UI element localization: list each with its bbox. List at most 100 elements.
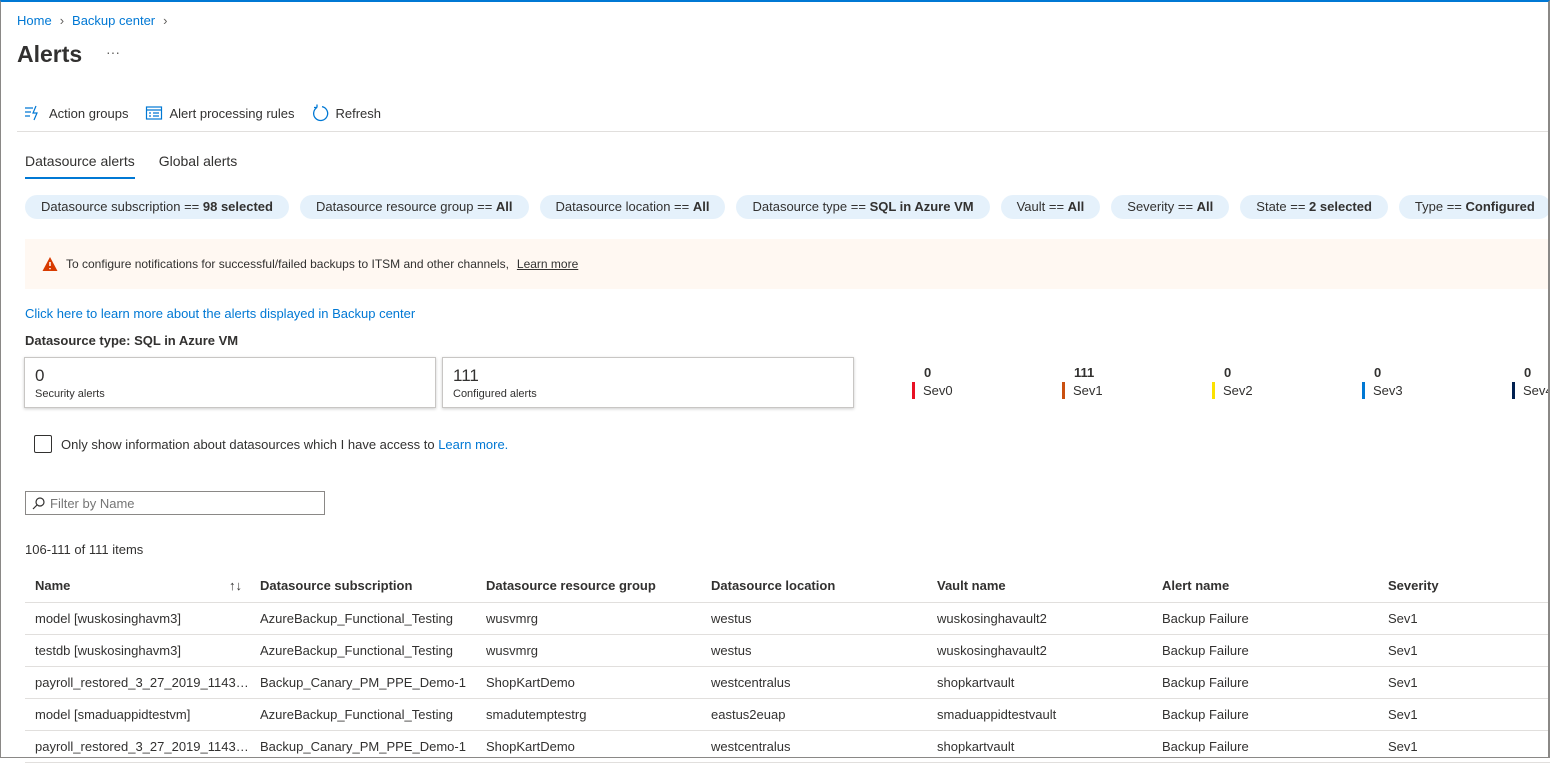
severity-count: 0 (1524, 365, 1532, 380)
breadcrumb-home[interactable]: Home (17, 13, 52, 28)
column-header[interactable]: Datasource location (701, 569, 927, 603)
refresh-icon (312, 104, 328, 122)
table-cell: Backup Failure (1152, 666, 1378, 699)
severity-count: 0 (1374, 365, 1382, 380)
filter-by-name-input[interactable] (50, 495, 310, 511)
filter-value: SQL in Azure VM (869, 199, 974, 214)
filter-severity[interactable]: Severity == All (1111, 195, 1230, 219)
severity-label: Sev4 (1523, 383, 1550, 398)
severity-color-bar (1062, 382, 1065, 399)
severity-label: Sev1 (1073, 383, 1103, 398)
severity-color-bar (1362, 382, 1365, 399)
column-header[interactable]: Datasource resource group (476, 569, 701, 603)
severity-count: 111 (1074, 365, 1095, 380)
access-checkbox-label: Only show information about datasources … (61, 436, 439, 452)
severity-count: 0 (1224, 365, 1232, 380)
table-cell: Sev1 (1378, 666, 1550, 699)
table-cell: Sev1 (1378, 698, 1550, 731)
filter-vault[interactable]: Vault == All (1000, 195, 1101, 219)
table-cell: smaduappidtestvault (927, 698, 1152, 731)
banner-learn-more-link[interactable]: Learn more (516, 257, 579, 271)
table-cell: Backup_Canary_PM_PPE_Demo-1 (250, 730, 476, 763)
alert-processing-rules-button[interactable]: Alert processing rules (145, 104, 295, 122)
filter-datasource-type[interactable]: Datasource type == SQL in Azure VM (736, 195, 990, 219)
alerts-info-link[interactable]: Click here to learn more about the alert… (25, 306, 416, 321)
severity-sev0[interactable]: 0 Sev0 (912, 365, 953, 399)
table-cell: Backup Failure (1152, 698, 1378, 731)
filter-value: All (495, 199, 513, 214)
tab-datasource-alerts[interactable]: Datasource alerts (25, 153, 135, 179)
table-cell: ShopKartDemo (476, 666, 701, 699)
severity-sev4[interactable]: 0 Sev4 (1512, 365, 1550, 399)
column-header[interactable]: Name ↑↓ (25, 569, 250, 603)
alerts-table: Name ↑↓ Datasource subscription Datasource … (25, 569, 1550, 763)
breadcrumb-backup-center[interactable]: Backup center (72, 13, 156, 28)
filter-by-name (25, 491, 325, 515)
table-cell: Backup Failure (1152, 634, 1378, 667)
table-row[interactable]: payroll_restored_3_27_2019_1143 [s... Bac… (25, 730, 1550, 763)
filter-label: Datasource location == (555, 199, 693, 214)
action-groups-label: Action groups (49, 105, 129, 121)
column-header-label: Name (35, 577, 71, 593)
table-row[interactable]: payroll_restored_3_27_2019_1143 [s... Bac… (25, 666, 1550, 699)
access-learn-more-link[interactable]: Learn more. (438, 436, 509, 452)
sort-icon[interactable]: ↑↓ (229, 577, 242, 593)
filter-label: Severity == (1127, 199, 1197, 214)
table-cell: AzureBackup_Functional_Testing (250, 602, 476, 635)
table-cell: ShopKartDemo (476, 730, 701, 763)
action-groups-icon (25, 105, 38, 121)
column-header-label: Datasource subscription (260, 577, 413, 593)
table-cell: westcentralus (701, 730, 927, 763)
table-row[interactable]: model [smaduappidtestvm] AzureBackup_Func… (25, 698, 1550, 731)
filter-value: 2 selected (1309, 199, 1372, 214)
severity-color-bar (1512, 382, 1515, 399)
severity-label: Sev0 (923, 383, 953, 398)
filter-label: Type == (1414, 199, 1466, 214)
more-options-button[interactable]: ··· (106, 44, 120, 60)
filter-label: Datasource subscription == (41, 199, 203, 214)
tab-global-alerts[interactable]: Global alerts (158, 153, 238, 169)
toolbar: Action groups Alert processing rules Ref… (24, 104, 381, 122)
severity-sev1[interactable]: 111 Sev1 (1062, 365, 1103, 399)
column-header-label: Severity (1388, 577, 1439, 593)
table-row[interactable]: testdb [wuskosinghavm3] AzureBackup_Funct… (25, 634, 1550, 667)
filter-value: All (1196, 199, 1214, 214)
column-header-label: Datasource resource group (486, 577, 656, 593)
filter-subscription[interactable]: Datasource subscription == 98 selected (25, 195, 289, 219)
chevron-right-icon: › (163, 13, 168, 28)
table-cell: payroll_restored_3_27_2019_1143 [s... (25, 666, 250, 699)
action-groups-button[interactable]: Action groups (24, 104, 129, 122)
column-header[interactable]: Datasource subscription (250, 569, 476, 603)
column-header[interactable]: Severity (1378, 569, 1550, 603)
access-checkbox[interactable] (34, 435, 52, 453)
table-cell: smadutemptestrg (476, 698, 701, 731)
severity-sev2[interactable]: 0 Sev2 (1212, 365, 1253, 399)
column-header[interactable]: Alert name (1152, 569, 1378, 603)
table-cell: Sev1 (1378, 602, 1550, 635)
filter-resource-group[interactable]: Datasource resource group == All (299, 195, 529, 219)
table-row[interactable]: model [wuskosinghavm3] AzureBackup_Functi… (25, 602, 1550, 635)
filter-label: State == (1256, 199, 1310, 214)
table-cell: model [smaduappidtestvm] (25, 698, 250, 731)
filter-state[interactable]: State == 2 selected (1240, 195, 1388, 219)
column-header[interactable]: Vault name (927, 569, 1152, 603)
list-icon (145, 106, 162, 120)
refresh-label: Refresh (335, 105, 382, 121)
table-cell: Sev1 (1378, 730, 1550, 763)
divider (17, 131, 1548, 132)
table-cell: AzureBackup_Functional_Testing (250, 634, 476, 667)
filter-type[interactable]: Type == Configured (1398, 195, 1550, 219)
table-cell: wuskosinghavault2 (927, 634, 1152, 667)
filter-value: All (692, 199, 710, 214)
refresh-button[interactable]: Refresh (311, 104, 382, 122)
security-alerts-card[interactable]: 0 Security alerts (24, 357, 436, 408)
table-cell: westcentralus (701, 666, 927, 699)
banner-text: To configure notifications for successfu… (66, 257, 509, 271)
table-cell: westus (701, 602, 927, 635)
severity-sev3[interactable]: 0 Sev3 (1362, 365, 1403, 399)
configured-alerts-card[interactable]: 111 Configured alerts (442, 357, 854, 408)
filter-location[interactable]: Datasource location == All (539, 195, 726, 219)
table-cell: wusvmrg (476, 634, 701, 667)
table-cell: shopkartvault (927, 666, 1152, 699)
datasource-type-heading: Datasource type: SQL in Azure VM (25, 333, 239, 348)
